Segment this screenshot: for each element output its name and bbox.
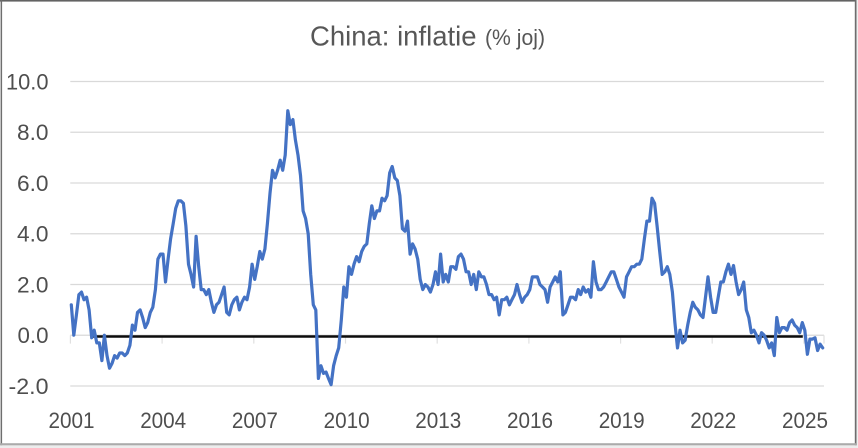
svg-text:2.0: 2.0 [17, 272, 49, 297]
svg-text:2019: 2019 [599, 408, 645, 433]
svg-text:China: inflatie: China: inflatie [310, 20, 477, 51]
svg-text:2022: 2022 [690, 408, 736, 433]
svg-text:(% joj): (% joj) [485, 25, 545, 50]
svg-text:2007: 2007 [232, 408, 278, 433]
svg-text:2025: 2025 [782, 408, 828, 433]
svg-text:2001: 2001 [49, 408, 95, 433]
svg-text:2004: 2004 [140, 408, 186, 433]
svg-text:2016: 2016 [507, 408, 553, 433]
svg-text:10.0: 10.0 [6, 69, 49, 94]
svg-text:8.0: 8.0 [17, 120, 49, 145]
svg-text:2013: 2013 [415, 408, 461, 433]
svg-text:2010: 2010 [324, 408, 370, 433]
svg-text:6.0: 6.0 [17, 171, 49, 196]
svg-text:0.0: 0.0 [18, 323, 49, 348]
svg-text:4.0: 4.0 [17, 222, 49, 247]
svg-text:-2.0: -2.0 [9, 374, 49, 399]
